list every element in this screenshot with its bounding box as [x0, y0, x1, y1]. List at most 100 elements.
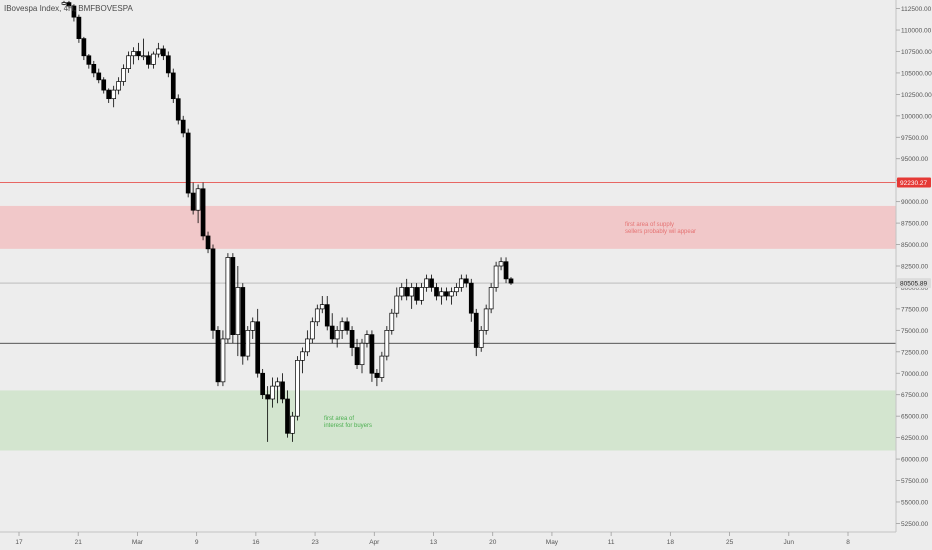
time-axis[interactable]: 17 21 Mar 9 16 23 Apr 13 20 May 11 18 25 Jun 8	[15, 532, 850, 546]
candle[interactable]	[339, 317, 345, 339]
candle[interactable]	[369, 330, 375, 382]
candle[interactable]	[260, 368, 266, 399]
candle[interactable]	[394, 287, 400, 318]
candle[interactable]	[478, 326, 484, 352]
candle[interactable]	[151, 51, 156, 69]
candle[interactable]	[290, 411, 295, 442]
candle[interactable]	[275, 377, 280, 404]
candle[interactable]	[96, 68, 102, 84]
candle[interactable]	[61, 0, 67, 6]
candle[interactable]	[76, 14, 82, 43]
candle-body	[280, 381, 285, 400]
candle[interactable]	[86, 54, 92, 69]
candle[interactable]	[116, 77, 121, 95]
candle[interactable]	[468, 278, 474, 322]
candle[interactable]	[205, 231, 211, 254]
candle[interactable]	[225, 253, 231, 344]
candle[interactable]	[285, 390, 290, 438]
candle[interactable]	[439, 287, 444, 305]
candle[interactable]	[414, 283, 419, 305]
candle[interactable]	[81, 36, 87, 61]
price-axis[interactable]: 112500.00 110000.00 107500.00 105000.00 1025…	[896, 6, 932, 528]
candle[interactable]	[404, 278, 410, 301]
candle[interactable]	[180, 115, 186, 138]
candle[interactable]	[230, 253, 236, 344]
candle[interactable]	[444, 287, 449, 301]
candle[interactable]	[319, 296, 325, 314]
candle[interactable]	[185, 128, 191, 198]
candle[interactable]	[419, 283, 424, 305]
candle[interactable]	[210, 244, 216, 339]
candle[interactable]	[300, 347, 305, 374]
candle[interactable]	[324, 296, 330, 331]
candle-body	[488, 287, 494, 310]
candle[interactable]	[156, 42, 161, 58]
candle[interactable]	[364, 330, 370, 348]
candle[interactable]	[384, 326, 390, 361]
candle[interactable]	[280, 373, 285, 404]
candle[interactable]	[146, 51, 151, 69]
candle[interactable]	[295, 356, 300, 421]
candle[interactable]	[309, 317, 315, 344]
candle[interactable]	[245, 326, 251, 361]
candle[interactable]	[170, 68, 176, 103]
candle[interactable]	[91, 60, 97, 78]
candle[interactable]	[66, 0, 72, 8]
chart-title: IBovespa Index, 4H, BMFBOVESPA	[4, 4, 133, 13]
candle[interactable]	[255, 308, 261, 378]
candle[interactable]	[160, 45, 166, 61]
candle[interactable]	[305, 330, 310, 357]
candle[interactable]	[126, 51, 131, 73]
candle[interactable]	[399, 283, 405, 301]
candle[interactable]	[483, 304, 489, 335]
candle[interactable]	[141, 38, 146, 61]
candle[interactable]	[508, 277, 514, 285]
candle-body	[305, 338, 310, 353]
candle[interactable]	[389, 308, 395, 335]
candle[interactable]	[121, 64, 126, 86]
candle[interactable]	[334, 326, 340, 348]
candle[interactable]	[270, 377, 275, 408]
candle[interactable]	[195, 184, 201, 224]
candle[interactable]	[374, 368, 380, 387]
candle[interactable]	[354, 338, 360, 369]
candle[interactable]	[101, 77, 107, 94]
candle[interactable]	[106, 88, 112, 103]
candle[interactable]	[190, 182, 196, 215]
candle[interactable]	[314, 304, 320, 327]
candle[interactable]	[71, 4, 77, 22]
candle[interactable]	[175, 94, 181, 125]
candle[interactable]	[131, 47, 136, 65]
candle[interactable]	[359, 338, 365, 374]
candle[interactable]	[250, 317, 256, 339]
candle[interactable]	[463, 274, 469, 288]
candle[interactable]	[329, 313, 335, 344]
price-tick-label: 67500.00	[901, 392, 928, 399]
candle[interactable]	[165, 51, 171, 78]
candle[interactable]	[424, 274, 429, 292]
candle[interactable]	[488, 283, 494, 314]
candle[interactable]	[503, 257, 509, 284]
candle[interactable]	[434, 283, 439, 301]
candle[interactable]	[498, 257, 504, 271]
candle[interactable]	[429, 274, 434, 292]
candle[interactable]	[493, 261, 499, 292]
candle[interactable]	[409, 283, 415, 309]
candle[interactable]	[111, 85, 117, 108]
candle[interactable]	[344, 317, 350, 335]
candle[interactable]	[265, 386, 270, 442]
candle[interactable]	[349, 326, 355, 357]
candle-body	[205, 235, 211, 250]
candle[interactable]	[235, 266, 241, 357]
candle[interactable]	[379, 351, 385, 382]
candle[interactable]	[473, 308, 479, 357]
candle[interactable]	[215, 326, 221, 387]
candle[interactable]	[240, 283, 246, 365]
candle[interactable]	[200, 182, 206, 241]
candle[interactable]	[454, 283, 459, 297]
candle[interactable]	[220, 330, 226, 387]
candle[interactable]	[449, 287, 454, 305]
candle[interactable]	[136, 42, 141, 61]
candle[interactable]	[458, 274, 464, 292]
